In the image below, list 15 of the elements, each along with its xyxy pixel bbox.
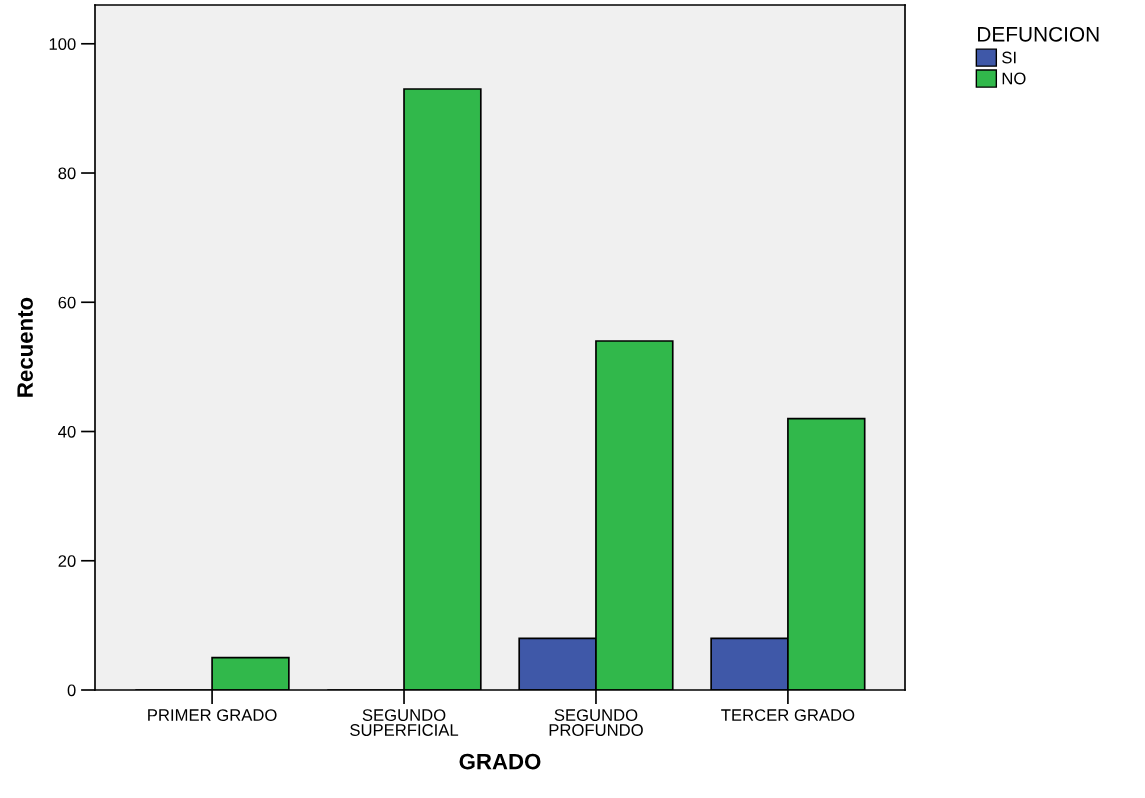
x-tick-label: TERCER GRADO	[721, 709, 855, 721]
y-tick-label: 20	[58, 555, 76, 567]
y-axis-title: Recuento	[17, 297, 33, 397]
x-tick-label: SEGUNDO PROFUNDO	[549, 709, 643, 736]
y-tick-label: 100	[49, 38, 76, 50]
x-axis-title: GRADO	[459, 753, 541, 770]
legend-label: SI	[1002, 51, 1016, 64]
y-tick-label: 0	[67, 684, 76, 697]
x-tick-label: SEGUNDO SUPERFICIAL	[350, 709, 459, 736]
legend-title: DEFUNCION	[978, 26, 1099, 42]
y-tick-label: 80	[58, 167, 76, 180]
legend-label: NO	[1002, 72, 1026, 85]
y-tick-label: 60	[58, 296, 76, 309]
x-tick-label: PRIMER GRADO	[148, 709, 277, 721]
y-tick-label: 40	[58, 425, 76, 438]
